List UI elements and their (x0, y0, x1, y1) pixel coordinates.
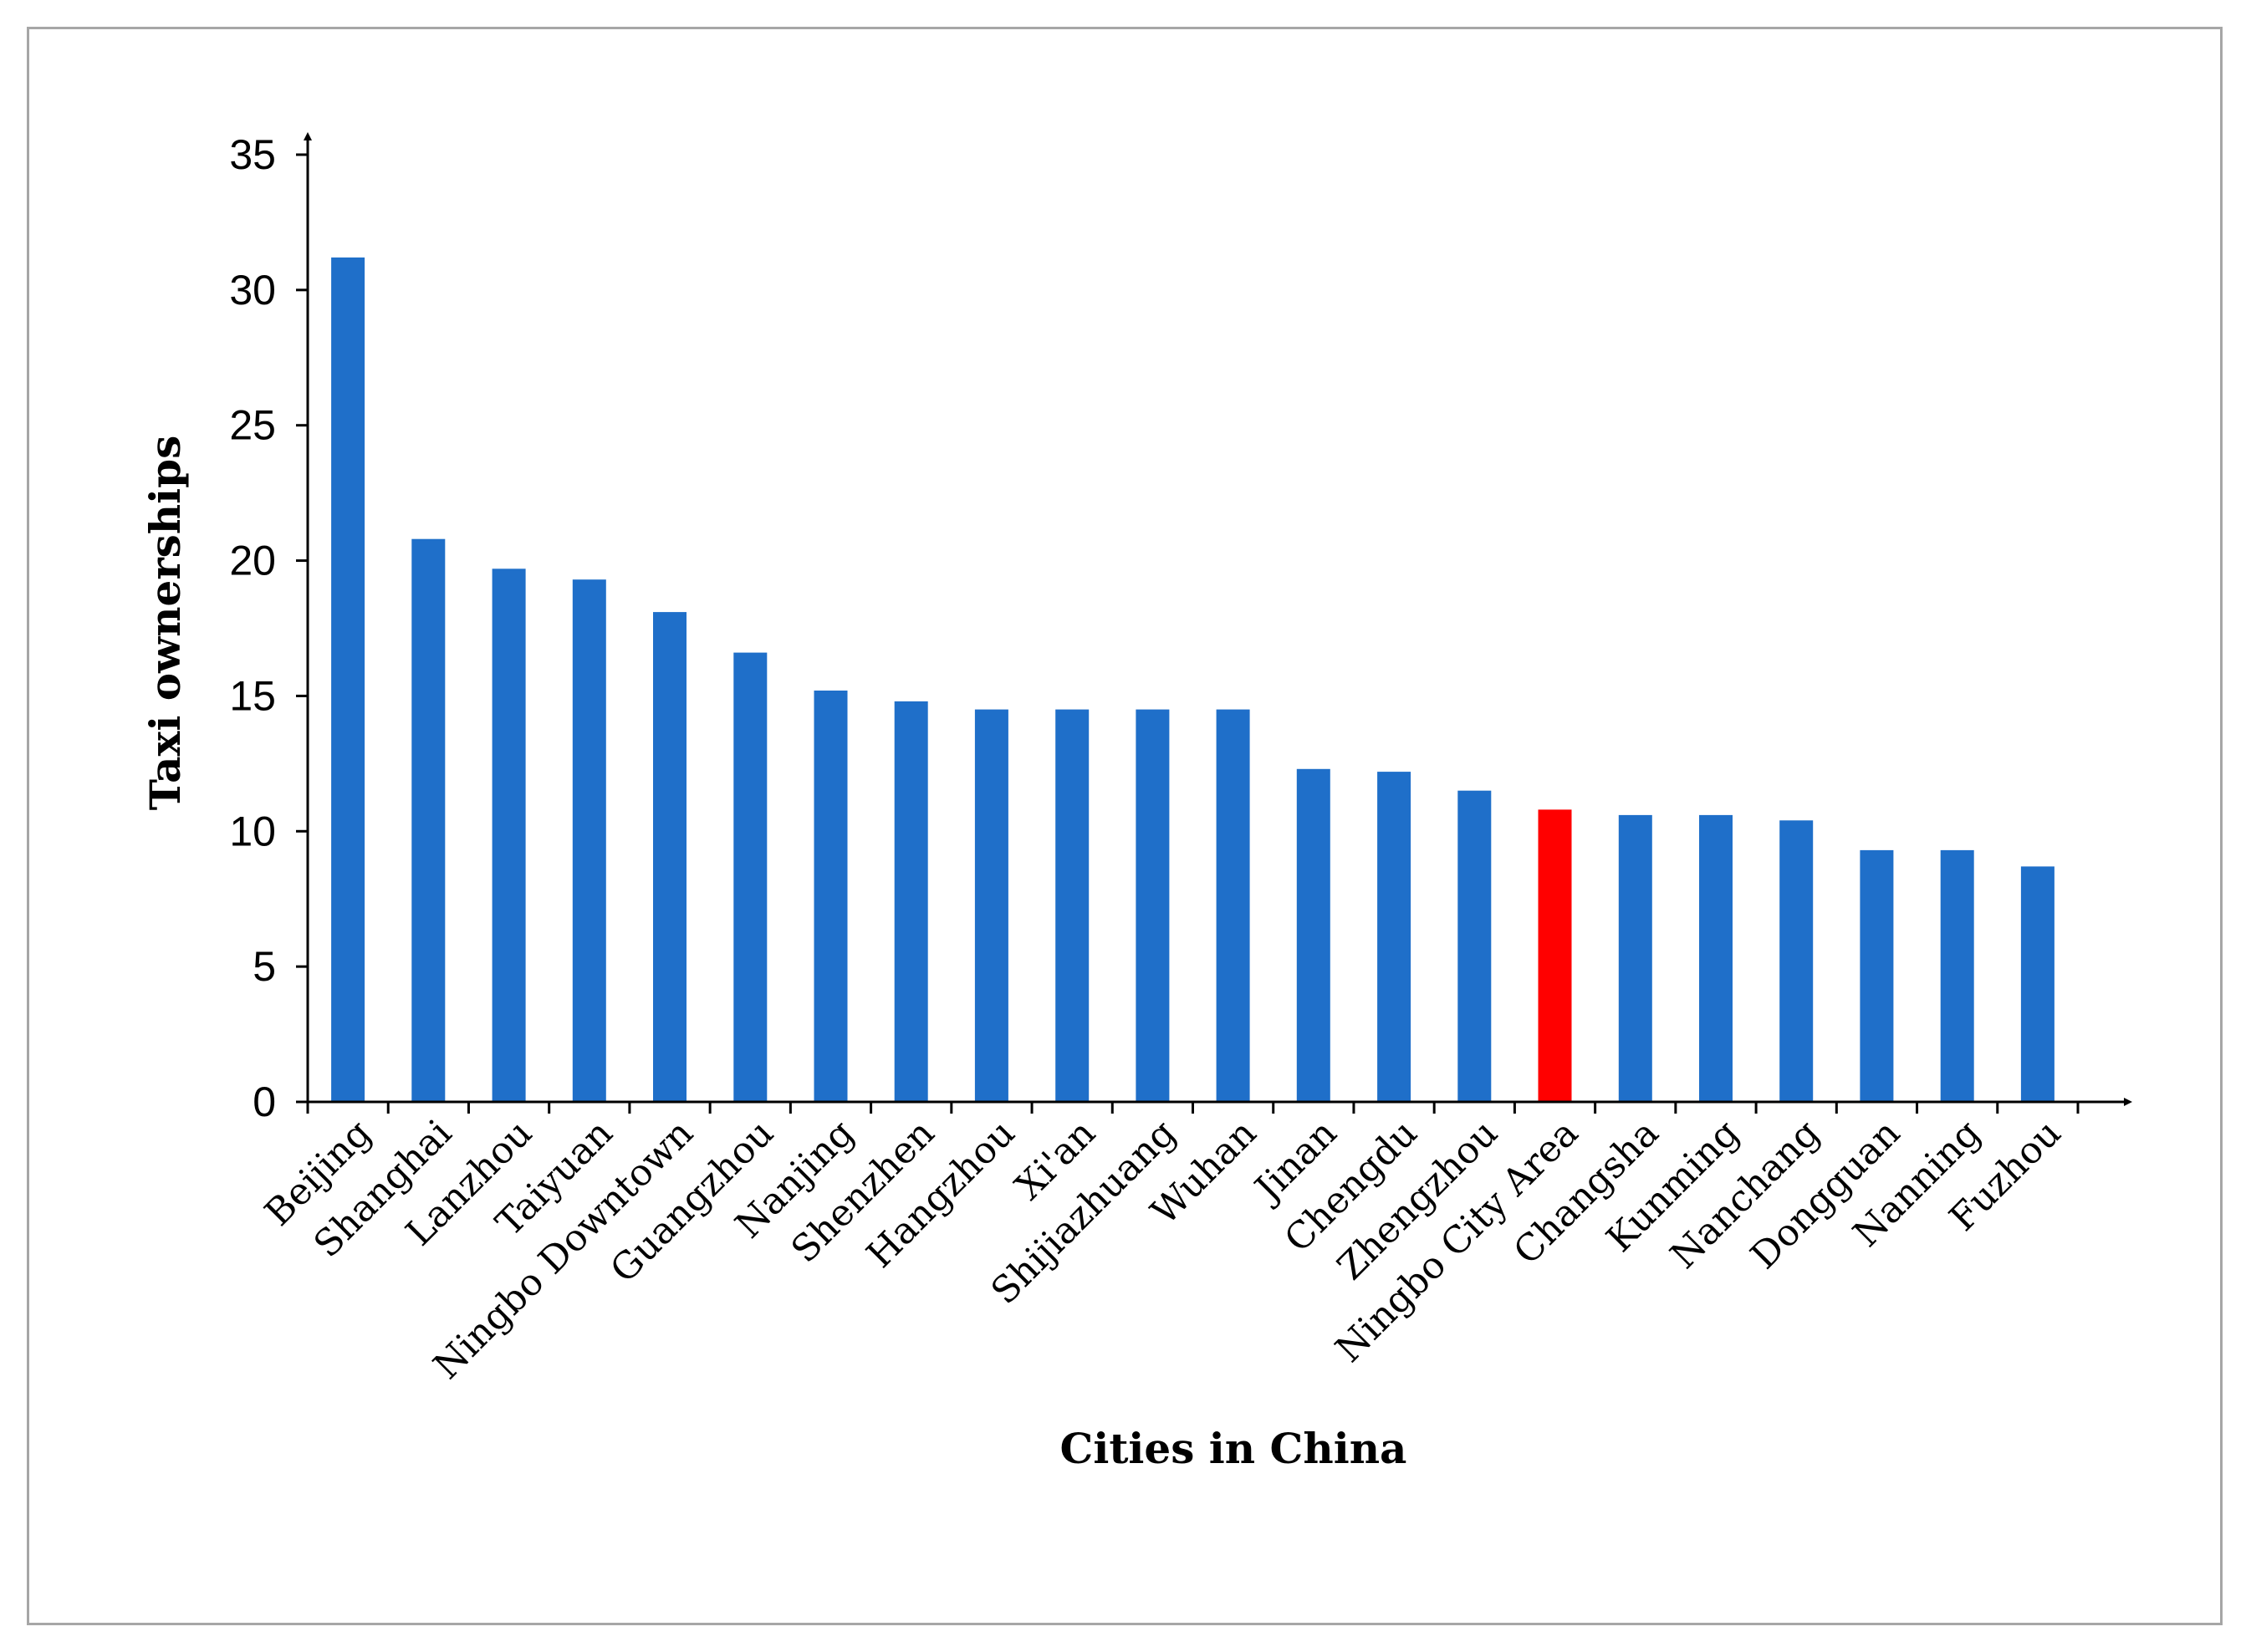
bar-nanjing (814, 691, 848, 1102)
bar-xi-an (1055, 709, 1090, 1102)
y-axis-title: Taxi ownerships (140, 436, 190, 811)
y-tick-label: 30 (229, 267, 276, 314)
bar-lanzhou (492, 569, 526, 1102)
bar-ningbo-downtown (653, 612, 687, 1102)
y-tick-label: 35 (229, 131, 276, 178)
bar-nanning (1940, 849, 1974, 1102)
y-axis: 0 5 10 15 20 25 30 35 (229, 131, 312, 1125)
bar-kunming (1699, 814, 1733, 1102)
bar-hangzhou (974, 709, 1008, 1102)
chart-frame: 0 5 10 15 20 25 30 35 Beijing Shanghai Lanzhou Tai… (27, 27, 2223, 1625)
y-tick-label: 5 (253, 943, 276, 990)
bars-group (331, 257, 2054, 1102)
bar-ningbo-city-area (1538, 809, 1572, 1102)
bar-zhengzhou (1457, 790, 1492, 1102)
bar-shanghai (411, 538, 446, 1102)
y-tick-label: 20 (229, 538, 276, 584)
bar-guangzhou (733, 652, 768, 1102)
x-axis-title: Cities in China (1060, 1424, 1407, 1473)
y-tick-label: 15 (229, 672, 276, 719)
bar-jinan (1296, 768, 1330, 1102)
bar-fuzhou (2020, 866, 2054, 1102)
bar-shenzhen (894, 701, 928, 1102)
bar-changsha (1618, 814, 1652, 1102)
y-tick-label: 0 (253, 1078, 276, 1125)
bar-nanchang (1779, 820, 1814, 1102)
bar-shijiazhuang (1136, 709, 1170, 1102)
bar-beijing (331, 257, 365, 1102)
bar-chart: 0 5 10 15 20 25 30 35 BeijingShanghaiLanzhouTai… (140, 131, 2132, 1473)
bar-dongguan (1860, 849, 1894, 1102)
bar-chengdu (1377, 772, 1411, 1102)
bar-taiyuan (572, 579, 606, 1102)
y-tick-label: 25 (229, 402, 276, 449)
bar-wuhan (1216, 709, 1250, 1102)
y-tick-label: 10 (229, 808, 276, 854)
